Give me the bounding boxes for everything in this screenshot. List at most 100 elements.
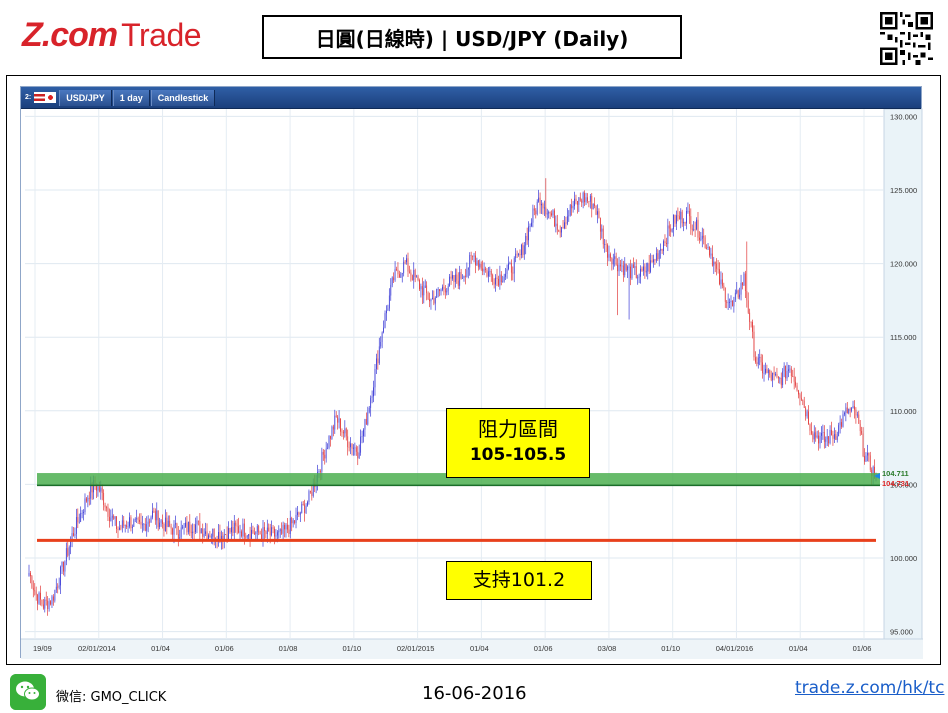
candle-body (44, 599, 46, 609)
candle-body (104, 505, 106, 508)
candle-body (357, 451, 359, 459)
candle-body (499, 274, 501, 286)
candle-body (278, 531, 280, 533)
x-tick-label: 01/04 (470, 644, 489, 653)
brand-logo-trade: Trade (121, 17, 202, 53)
candle-body (647, 263, 649, 272)
y-tick-label: 110.000 (890, 407, 917, 416)
candle-body (845, 407, 847, 413)
candle-body (584, 192, 585, 203)
candle-body (60, 566, 61, 586)
candle-body (117, 528, 119, 530)
candle-body (816, 435, 818, 438)
candle-body (327, 447, 329, 449)
candle-body (162, 520, 163, 524)
candle-body (864, 456, 865, 462)
x-tick-label: 02/01/2014 (78, 644, 116, 653)
candle-body (841, 422, 842, 427)
candle-body (559, 230, 561, 233)
candle-body (493, 282, 495, 285)
candle-body (235, 522, 237, 526)
candle-body (365, 419, 367, 425)
candle-body (668, 225, 670, 229)
candle-body (198, 520, 199, 522)
candle-body (262, 527, 264, 540)
candle-body (637, 277, 639, 279)
candle-body (714, 261, 716, 264)
candle-body (522, 244, 524, 255)
chart-type-button[interactable]: Candlestick (150, 89, 216, 106)
candle-body (374, 369, 376, 388)
candle-body (463, 275, 465, 278)
candle-body (832, 435, 834, 439)
candle-body (179, 537, 181, 539)
x-tick-label: 01/06 (215, 644, 234, 653)
usdjpy-candlestick-chart[interactable]: 130.000 125.000 120.000 115.000 110.000 105.0… (21, 87, 923, 659)
candle-body (189, 521, 191, 532)
candle-body (160, 520, 162, 523)
candle-body (274, 528, 275, 537)
candle-body (229, 527, 231, 533)
candle-body (591, 196, 593, 210)
candle-body (831, 429, 832, 436)
chart-panel[interactable]: 130.000 125.000 120.000 115.000 110.000 105.0… (20, 86, 923, 659)
candle-body (815, 432, 817, 438)
candle-body (74, 533, 76, 536)
candle-body (276, 532, 278, 536)
candle-body (653, 259, 654, 263)
last-price-arrow (874, 473, 880, 480)
website-link[interactable]: trade.z.com/hk/tc (795, 678, 945, 698)
chart-index: 2: (25, 94, 32, 101)
candle-body (380, 342, 382, 347)
candle-body (773, 372, 775, 375)
candle-body (477, 260, 479, 268)
candle-body (146, 524, 148, 531)
candle-body (386, 310, 387, 314)
candle-body (341, 431, 343, 433)
symbol-button[interactable]: USD/JPY (59, 89, 112, 106)
candle-body (566, 216, 568, 224)
candle-body (205, 531, 206, 534)
candle-body (793, 376, 795, 382)
candle-body (236, 525, 238, 527)
candle-body (159, 522, 161, 528)
candle-body (628, 266, 630, 268)
candle-body (420, 286, 422, 290)
candle-body (347, 436, 349, 447)
candle-body (120, 527, 122, 529)
candle-body (279, 529, 281, 532)
candle-body (173, 524, 175, 535)
candle-body (84, 498, 86, 513)
y-tick-label: 105.000 (890, 480, 917, 489)
candle-body (569, 204, 571, 216)
candle-body (866, 452, 868, 456)
candle-body (529, 226, 531, 227)
candle-body (446, 290, 448, 293)
y-tick-label: 95.000 (890, 628, 913, 637)
candle-body (772, 372, 774, 381)
candle-body (55, 586, 57, 590)
candle-body (143, 524, 145, 525)
candle-body (805, 407, 807, 417)
candle-body (466, 269, 468, 277)
candle-body (532, 208, 534, 223)
candle-body (54, 589, 56, 601)
candle-body (432, 297, 433, 300)
candle-body (701, 235, 703, 239)
candle-body (769, 369, 771, 375)
candle-body (30, 572, 31, 577)
candle-body (496, 277, 498, 279)
candle-body (607, 244, 608, 258)
candle-body (865, 455, 867, 462)
candle-body (551, 213, 552, 216)
candle-body (371, 396, 373, 398)
candle-body (253, 532, 255, 535)
timeframe-button[interactable]: 1 day (112, 89, 150, 106)
candle-body (723, 285, 725, 288)
candle-body (736, 290, 738, 293)
candle-body (287, 524, 288, 530)
candle-body (575, 198, 577, 201)
candle-body (777, 376, 779, 379)
candle-body (842, 414, 844, 427)
candle-body (195, 524, 196, 532)
